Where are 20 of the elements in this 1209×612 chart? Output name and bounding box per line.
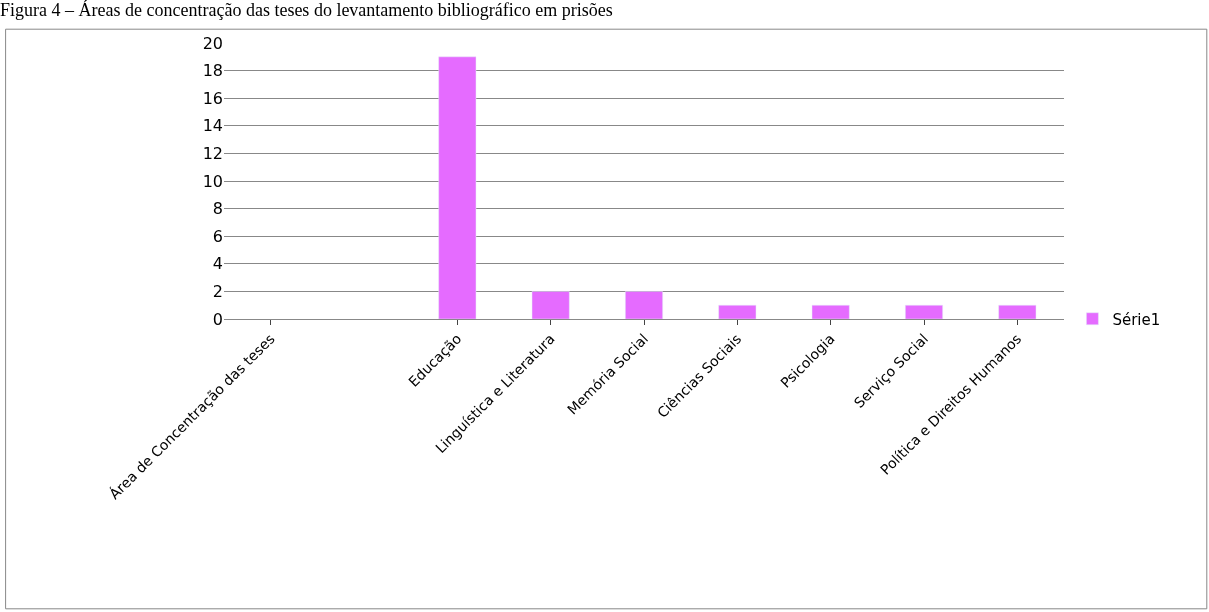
bar <box>531 291 570 319</box>
y-tick-label: 14 <box>202 116 223 136</box>
y-tick-label: 6 <box>212 226 223 246</box>
y-tick-label: 0 <box>212 309 223 329</box>
bar <box>718 304 757 319</box>
chart-title: Figura 4 – Áreas de concentração das teses do levantamento bibliográfico em prisões <box>0 0 613 20</box>
y-tick-label: 20 <box>202 33 223 53</box>
y-tick-label: 8 <box>212 199 223 219</box>
bar <box>811 304 850 319</box>
y-tick-label: 16 <box>202 88 223 108</box>
bar <box>905 304 943 319</box>
bar <box>438 56 477 319</box>
y-tick-label: 4 <box>212 254 223 274</box>
y-tick-label: 12 <box>202 144 223 163</box>
bar <box>998 304 1037 319</box>
bar <box>625 291 663 319</box>
y-tick-label: 10 <box>202 171 223 191</box>
legend-label: Série1 <box>1112 310 1161 329</box>
y-tick-label: 18 <box>202 61 223 81</box>
y-tick-label: 2 <box>212 282 223 301</box>
